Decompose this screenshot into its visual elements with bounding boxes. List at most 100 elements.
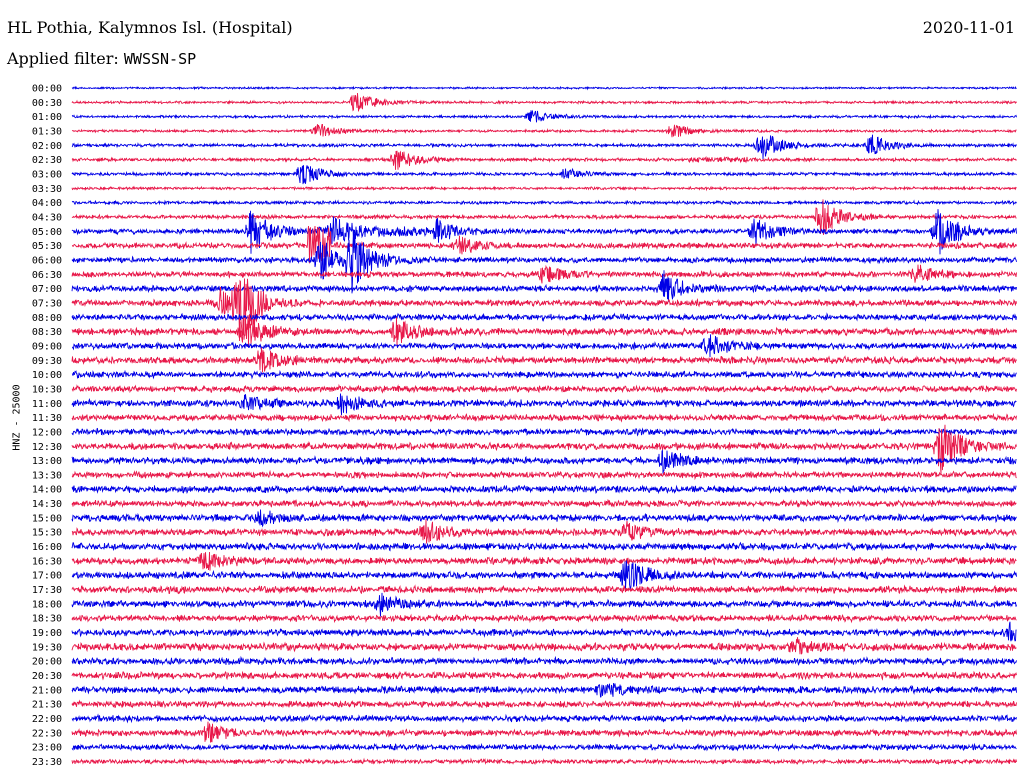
seismic-traces bbox=[71, 85, 1017, 766]
trace-line bbox=[71, 427, 1017, 437]
time-label: 10:30 bbox=[32, 384, 62, 395]
time-label: 00:00 bbox=[32, 84, 62, 95]
time-label: 02:30 bbox=[32, 155, 62, 166]
time-label: 05:00 bbox=[32, 227, 62, 238]
time-label: 16:30 bbox=[32, 556, 62, 567]
time-label: 00:30 bbox=[32, 98, 62, 109]
trace-line bbox=[71, 509, 1017, 528]
trace-line bbox=[71, 742, 1017, 752]
time-label: 14:00 bbox=[32, 485, 62, 496]
time-label: 13:30 bbox=[32, 470, 62, 481]
trace-line bbox=[71, 270, 1017, 302]
trace-line bbox=[71, 621, 1017, 642]
filter-name: WWSSN-SP bbox=[123, 50, 197, 68]
trace-line bbox=[71, 424, 1017, 475]
trace-line bbox=[71, 584, 1017, 595]
trace-line bbox=[71, 541, 1017, 552]
trace-line bbox=[71, 383, 1017, 394]
trace-line bbox=[71, 199, 1017, 206]
trace-line bbox=[71, 393, 1017, 416]
time-label: 11:30 bbox=[32, 413, 62, 424]
trace-line bbox=[71, 560, 1017, 590]
trace-line bbox=[71, 85, 1017, 91]
trace-line bbox=[71, 314, 1017, 347]
time-label: 11:00 bbox=[32, 399, 62, 410]
time-label: 17:00 bbox=[32, 571, 62, 582]
time-label: 04:00 bbox=[32, 198, 62, 209]
time-label: 06:00 bbox=[32, 255, 62, 266]
trace-line bbox=[71, 347, 1017, 373]
time-label: 16:00 bbox=[32, 542, 62, 553]
trace-line bbox=[71, 369, 1017, 380]
time-label: 21:30 bbox=[32, 700, 62, 711]
time-label: 14:30 bbox=[32, 499, 62, 510]
time-label: 08:30 bbox=[32, 327, 62, 338]
trace-line bbox=[71, 683, 1017, 698]
time-label: 18:30 bbox=[32, 614, 62, 625]
time-label: 15:00 bbox=[32, 513, 62, 524]
time-label: 03:30 bbox=[32, 184, 62, 195]
time-label: 12:00 bbox=[32, 427, 62, 438]
time-label: 19:30 bbox=[32, 642, 62, 653]
date-label: 2020-11-01 bbox=[922, 18, 1015, 37]
trace-line bbox=[71, 264, 1017, 284]
trace-line bbox=[71, 150, 1017, 170]
trace-line bbox=[71, 199, 1017, 235]
trace-line bbox=[71, 449, 1017, 474]
trace-line bbox=[71, 134, 1017, 160]
time-label: 23:30 bbox=[32, 757, 62, 768]
time-label: 09:30 bbox=[32, 356, 62, 367]
trace-line bbox=[71, 655, 1017, 667]
trace-line bbox=[71, 498, 1017, 509]
station-title: HL Pothia, Kalymnos Isl. (Hospital) bbox=[7, 18, 293, 37]
time-label: 21:00 bbox=[32, 685, 62, 696]
time-label: 01:30 bbox=[32, 126, 62, 137]
filter-label: Applied filter: WWSSN-SP bbox=[7, 49, 196, 68]
time-label: 20:30 bbox=[32, 671, 62, 682]
trace-line bbox=[71, 613, 1017, 624]
time-label: 07:00 bbox=[32, 284, 62, 295]
time-label: 22:00 bbox=[32, 714, 62, 725]
trace-line bbox=[71, 484, 1017, 495]
trace-line bbox=[71, 312, 1017, 323]
trace-line bbox=[71, 519, 1017, 544]
trace-line bbox=[71, 721, 1017, 743]
trace-line bbox=[71, 185, 1017, 192]
trace-line bbox=[71, 757, 1017, 766]
time-label: 13:00 bbox=[32, 456, 62, 467]
time-label: 10:00 bbox=[32, 370, 62, 381]
time-label: 18:00 bbox=[32, 599, 62, 610]
time-label: 08:00 bbox=[32, 313, 62, 324]
trace-line bbox=[71, 592, 1017, 617]
trace-line bbox=[71, 109, 1017, 123]
time-label: 12:30 bbox=[32, 442, 62, 453]
trace-line bbox=[71, 551, 1017, 571]
trace-line bbox=[71, 165, 1017, 185]
time-label: 06:30 bbox=[32, 270, 62, 281]
time-label: 17:30 bbox=[32, 585, 62, 596]
trace-line bbox=[71, 637, 1017, 655]
time-label: 04:30 bbox=[32, 212, 62, 223]
time-label: 20:00 bbox=[32, 657, 62, 668]
trace-line bbox=[71, 670, 1017, 681]
trace-line bbox=[71, 412, 1017, 423]
time-label: 07:30 bbox=[32, 298, 62, 309]
time-label: 23:00 bbox=[32, 743, 62, 754]
trace-line bbox=[71, 92, 1017, 112]
trace-line bbox=[71, 225, 1017, 265]
trace-line bbox=[71, 123, 1017, 138]
time-label: 03:00 bbox=[32, 169, 62, 180]
trace-line bbox=[71, 469, 1017, 481]
filter-prefix: Applied filter: bbox=[7, 49, 119, 68]
time-labels: 00:00 00:30 01:00 01:30 02:00 02:30 03:00 03:30… bbox=[32, 84, 62, 769]
time-label: 09:00 bbox=[32, 341, 62, 352]
trace-line bbox=[72, 334, 1017, 358]
trace-line bbox=[71, 713, 1017, 724]
trace-line bbox=[71, 229, 1017, 294]
time-label: 19:00 bbox=[32, 628, 62, 639]
trace-line bbox=[71, 699, 1017, 709]
time-label: 15:30 bbox=[32, 528, 62, 539]
time-label: 05:30 bbox=[32, 241, 62, 252]
time-label: 01:00 bbox=[32, 112, 62, 123]
